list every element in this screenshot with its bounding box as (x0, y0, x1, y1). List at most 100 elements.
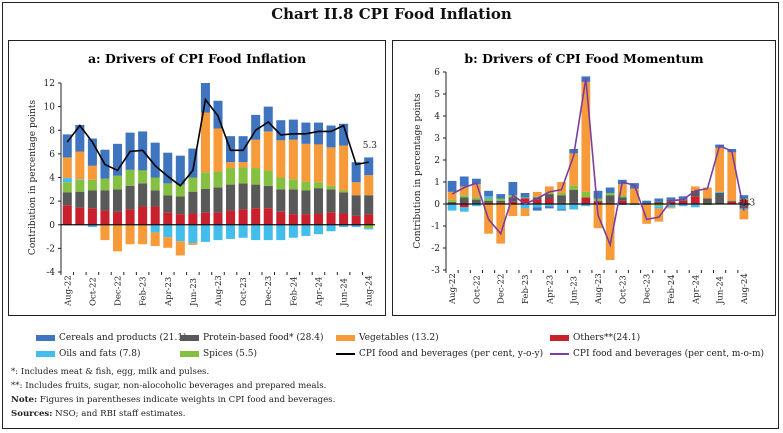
bar-vegetables (276, 140, 286, 178)
plot-area: -4 -2 0 2 4 6 8 10 12 Contribution in percentage … (28, 79, 378, 307)
bar-cereals (544, 206, 554, 209)
bar-protein (125, 185, 135, 210)
bar-protein (727, 200, 737, 202)
bar-spices (326, 185, 336, 190)
bar-spices (472, 197, 481, 200)
bar-protein (447, 201, 457, 203)
plot-area: -3 -2 -1 0 1 2 3 4 5 6 Contribution in percentage … (413, 68, 756, 305)
bar-oils (544, 204, 554, 207)
bar-vegetables (213, 128, 223, 172)
legend-label: CPI food and beverages (per cent, m-o-m) (573, 349, 765, 359)
bar-others (112, 211, 123, 225)
bar-spices (188, 177, 198, 192)
bar-others (339, 213, 349, 225)
bar-cereals (326, 125, 336, 148)
bar-protein (739, 204, 749, 209)
bar-oils (301, 224, 311, 236)
x-tick-label: Oct-23 (618, 275, 628, 304)
bar-others (313, 213, 324, 225)
bar-spices (288, 179, 298, 190)
y-tick-label: 0 (49, 221, 55, 231)
bar-cereals (62, 134, 72, 158)
figure-frame (2, 2, 779, 429)
bar-spices (605, 193, 615, 196)
y-axis-label: Contribution in percentage points (413, 93, 423, 249)
bar-others (150, 206, 160, 225)
bar-spices (313, 182, 324, 189)
bar-others (100, 210, 110, 225)
y-tick-label: 6 (49, 150, 55, 160)
bar-vegetables (339, 145, 349, 191)
legend-line (336, 353, 355, 355)
bar-others (288, 214, 298, 225)
bar-others (226, 210, 236, 225)
bar-spices (62, 182, 72, 193)
bar-spices (447, 199, 457, 202)
bar-oils (150, 224, 160, 233)
bar-cereals (364, 157, 374, 176)
bar-vegetables (251, 139, 261, 169)
legend-swatch (36, 335, 55, 341)
bar-vegetables (188, 243, 198, 245)
bar-others (690, 196, 700, 204)
bar-oils (87, 224, 97, 228)
bar-cereals (263, 106, 273, 132)
y-tick-label: 2 (49, 197, 55, 207)
bar-oils (75, 179, 85, 180)
x-tick-label: Aug-22 (63, 275, 73, 307)
x-tick-label: Aug-22 (448, 273, 458, 305)
bar-protein (617, 197, 627, 201)
bar-others (75, 207, 85, 225)
legend-item-spices: Spices (5.5) (180, 349, 257, 359)
bar-vegetables (532, 191, 542, 197)
bar-cereals (739, 195, 749, 199)
bar-vegetables (520, 208, 530, 217)
bar-cereals (313, 122, 324, 145)
bar-oils (532, 204, 542, 208)
bar-spices (301, 181, 311, 191)
bar-oils (226, 224, 236, 239)
panel-b-title: b: Drivers of CPI Food Momentum (464, 51, 704, 66)
bar-vegetables (544, 186, 554, 193)
footnote-protein: *: Includes meat & fish, egg, milk and p… (11, 367, 210, 377)
bar-vegetables (62, 157, 72, 179)
bar-others (188, 213, 198, 225)
bar-oils (690, 204, 700, 208)
bar-cereals (163, 152, 173, 184)
bar-oils (557, 204, 566, 210)
bar-protein (496, 200, 506, 203)
bar-protein (326, 189, 336, 213)
bar-vegetables (238, 162, 248, 168)
bar-vegetables (617, 184, 627, 196)
x-tick-label: Aug-24 (740, 273, 750, 305)
x-tick-label: Dec-22 (497, 274, 507, 304)
bar-spices (532, 196, 542, 198)
legend-label: Oils and fats (7.8) (59, 349, 141, 359)
bar-vegetables (703, 187, 712, 199)
bar-protein (87, 190, 97, 209)
y-axis-label: Contribution in percentage points (28, 100, 38, 256)
bar-vegetables (630, 188, 639, 204)
bar-protein (200, 188, 210, 213)
x-tick-label: Aug-23 (594, 273, 604, 305)
bar-others (532, 199, 542, 204)
bar-spices (213, 171, 223, 188)
bar-cereals (532, 207, 542, 211)
data-label-last: 5.3 (363, 141, 378, 151)
bar-protein (276, 189, 286, 212)
panel-a-title: a: Drivers of CPI Food Inflation (87, 51, 307, 66)
bar-protein (593, 200, 603, 202)
bar-vegetables (715, 147, 724, 192)
bar-oils (459, 207, 469, 212)
bar-spices (75, 179, 85, 192)
bar-oils (238, 224, 248, 238)
bar-vegetables (138, 224, 148, 245)
y-tick-label: 8 (49, 126, 55, 136)
bar-vegetables (581, 81, 591, 192)
bar-protein (459, 197, 469, 204)
bar-protein (364, 195, 374, 215)
bar-cereals (593, 190, 603, 199)
bar-others (62, 205, 72, 225)
bar-protein (484, 200, 493, 203)
bar-cereals (520, 193, 530, 198)
